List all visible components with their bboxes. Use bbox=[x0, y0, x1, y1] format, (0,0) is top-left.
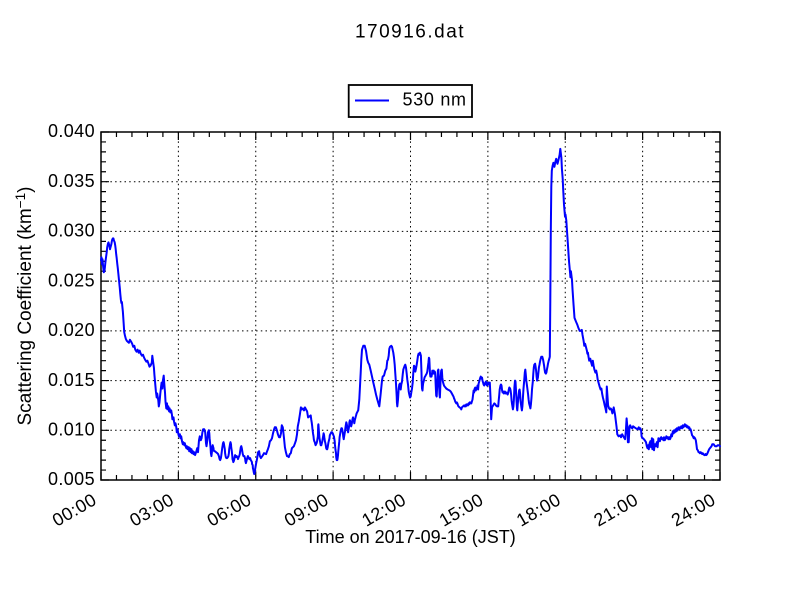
svg-text:0.035: 0.035 bbox=[48, 171, 95, 191]
svg-text:0.040: 0.040 bbox=[48, 121, 95, 141]
svg-text:0.020: 0.020 bbox=[48, 320, 95, 340]
svg-text:0.010: 0.010 bbox=[48, 420, 95, 440]
svg-text:0.030: 0.030 bbox=[48, 221, 95, 241]
svg-text:0.005: 0.005 bbox=[48, 469, 95, 489]
svg-text:Scattering Coefficient (km−1): Scattering Coefficient (km−1) bbox=[13, 187, 36, 426]
svg-text:170916.dat: 170916.dat bbox=[355, 22, 465, 43]
svg-text:Time on 2017-09-16 (JST): Time on 2017-09-16 (JST) bbox=[305, 527, 515, 547]
svg-text:0.015: 0.015 bbox=[48, 370, 95, 390]
svg-text:530 nm: 530 nm bbox=[403, 90, 467, 110]
svg-text:0.025: 0.025 bbox=[48, 270, 95, 290]
